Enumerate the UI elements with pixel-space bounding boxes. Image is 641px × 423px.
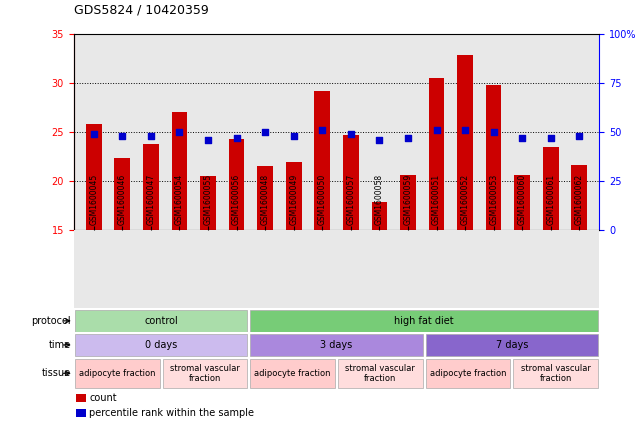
Bar [251,359,335,388]
Text: adipocyte fraction: adipocyte fraction [254,369,331,378]
Point [174,129,185,135]
Bar [257,166,273,230]
Bar [172,113,187,230]
Point [545,135,556,141]
Point [317,126,328,133]
Bar [314,91,330,230]
Point [88,131,99,137]
Bar [75,359,160,388]
Bar [543,147,558,230]
Bar [143,144,159,230]
Bar [457,55,473,230]
Text: 7 days: 7 days [495,340,528,350]
Text: stromal vascular
fraction: stromal vascular fraction [170,364,240,383]
Text: adipocyte fraction: adipocyte fraction [79,369,156,378]
Bar [251,310,598,332]
Bar [251,334,422,356]
Bar [372,202,387,230]
Bar [163,359,247,388]
Point [403,135,413,141]
Point [431,126,442,133]
Point [231,135,242,141]
Bar [426,334,598,356]
Point [460,126,470,133]
Text: tissue: tissue [42,368,71,378]
Point [117,132,128,139]
Point [345,131,356,137]
Text: percentile rank within the sample: percentile rank within the sample [90,408,254,418]
Text: time: time [49,340,71,350]
Text: adipocyte fraction: adipocyte fraction [429,369,506,378]
Bar [76,394,86,402]
Text: control: control [144,316,178,326]
Text: 0 days: 0 days [146,340,178,350]
Bar [75,310,247,332]
Point [374,137,385,143]
Point [260,129,271,135]
Text: stromal vascular
fraction: stromal vascular fraction [520,364,590,383]
Bar [286,162,301,230]
Bar [513,359,598,388]
Text: high fat diet: high fat diet [394,316,454,326]
Bar [229,139,244,230]
Bar [115,159,130,230]
Bar [86,124,101,230]
Text: GDS5824 / 10420359: GDS5824 / 10420359 [74,4,208,17]
Bar [514,175,530,230]
Bar [486,85,501,230]
Text: protocol: protocol [31,316,71,326]
Point [146,132,156,139]
Bar [338,359,422,388]
Bar [426,359,510,388]
Bar [75,334,247,356]
Text: count: count [90,393,117,403]
Bar [429,78,444,230]
Point [574,132,585,139]
Point [288,132,299,139]
Bar [76,409,86,418]
Bar [400,175,416,230]
Point [488,129,499,135]
Text: stromal vascular
fraction: stromal vascular fraction [345,364,415,383]
Bar [200,176,216,230]
Bar [343,135,359,230]
Bar [572,165,587,230]
Point [517,135,528,141]
Point [203,137,213,143]
Text: 3 days: 3 days [320,340,353,350]
